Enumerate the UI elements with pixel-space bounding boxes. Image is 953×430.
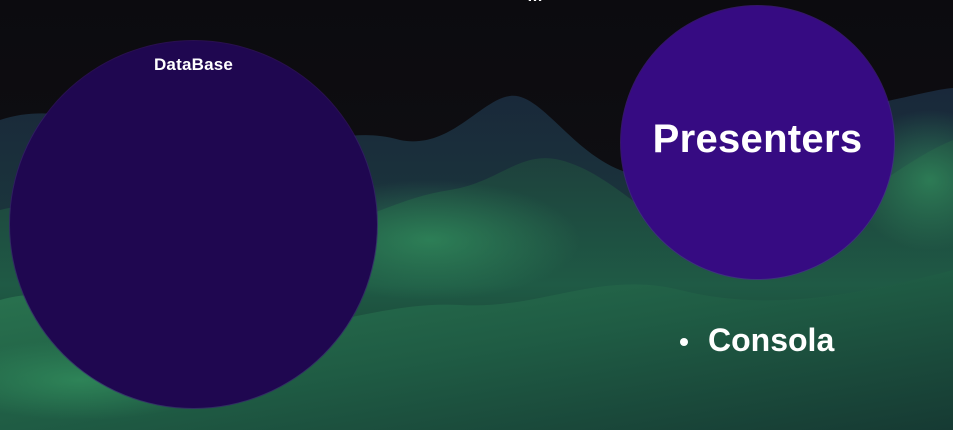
database-label: DataBase (153, 55, 234, 74)
slide-title-fragment: … (512, 0, 560, 2)
presenters-circle: Presenters (621, 6, 894, 279)
bullet-dot-icon (680, 337, 688, 346)
bullet-item-consola: Consola (680, 322, 834, 359)
bullet-label: Consola (708, 322, 835, 358)
database-circle: DataBase (10, 41, 377, 408)
bullet-list: Consola (680, 322, 834, 359)
presenters-label: Presenters (652, 117, 863, 161)
